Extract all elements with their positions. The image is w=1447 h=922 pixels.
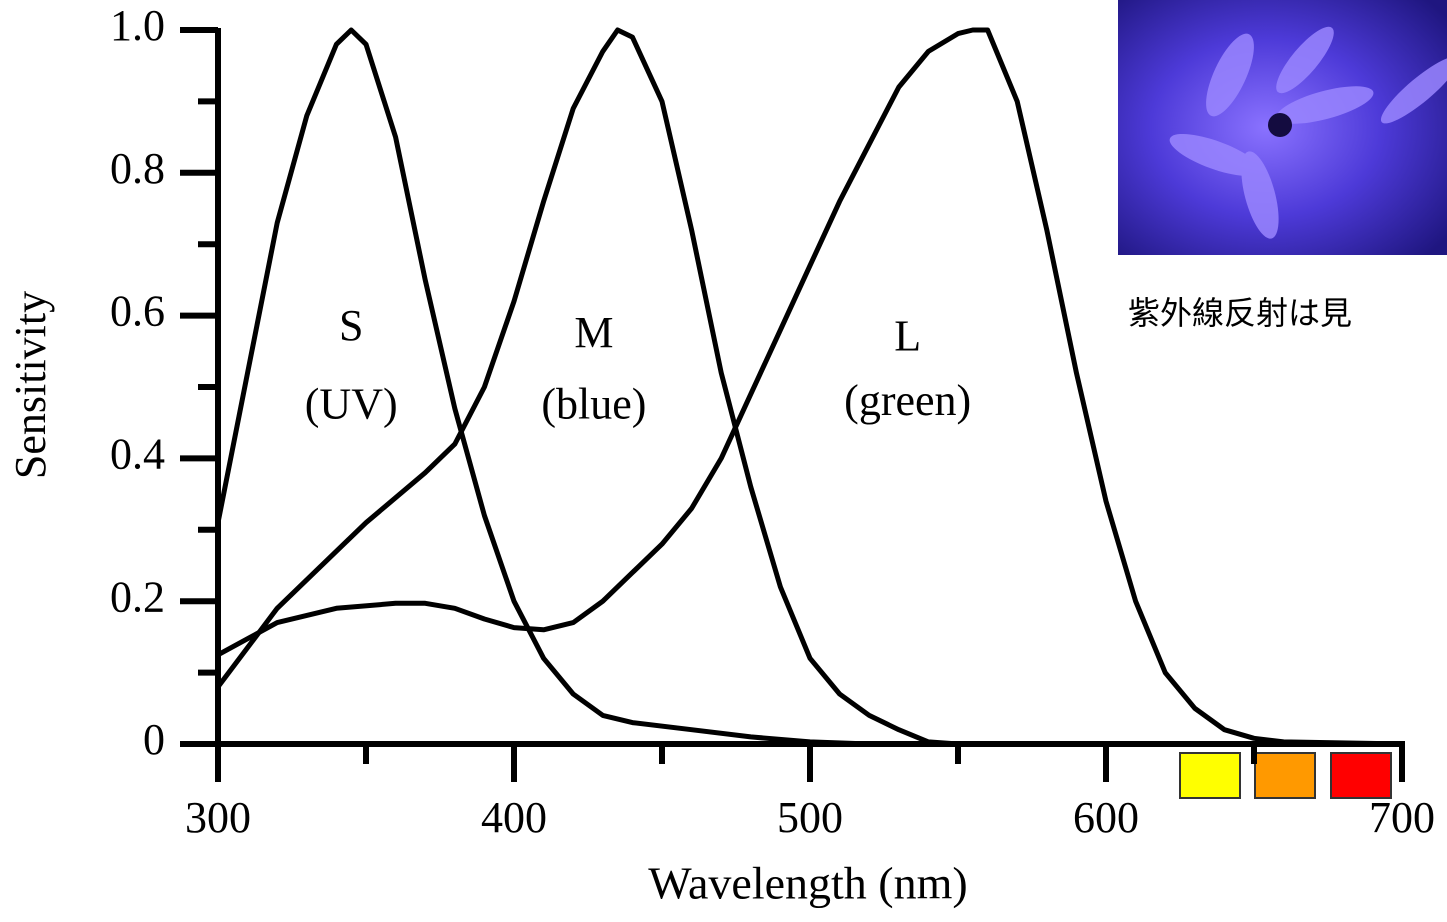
curve [215,27,1402,747]
annotation: (UV) [305,380,398,429]
annotation: M [574,308,613,357]
annotation: (blue) [541,380,646,429]
y-tick-label: 0.6 [110,287,165,336]
annotation: (green) [844,376,971,425]
color-swatches [1179,752,1392,799]
x-tick-label: 500 [777,793,843,842]
y-axis-title: Sensitivity [6,291,55,479]
y-tick-label: 0.8 [110,144,165,193]
y-tick-label: 0 [143,715,165,764]
y-tick-label: 0.2 [110,572,165,621]
y-tick-label: 0.4 [110,429,165,478]
x-tick-label: 600 [1073,793,1139,842]
photo [1118,0,1447,255]
y-tick-label: 1.0 [110,1,165,50]
x-tick-label: 700 [1369,793,1435,842]
x-axis-title: Wavelength (nm) [648,858,967,909]
x-tick-label: 300 [185,793,251,842]
annotation: S [339,301,363,350]
curve [216,27,1403,747]
caption: 紫外線反射は見 [1128,294,1352,332]
annotation: L [894,312,921,361]
x-tick-label: 400 [481,793,547,842]
curve [216,27,959,747]
